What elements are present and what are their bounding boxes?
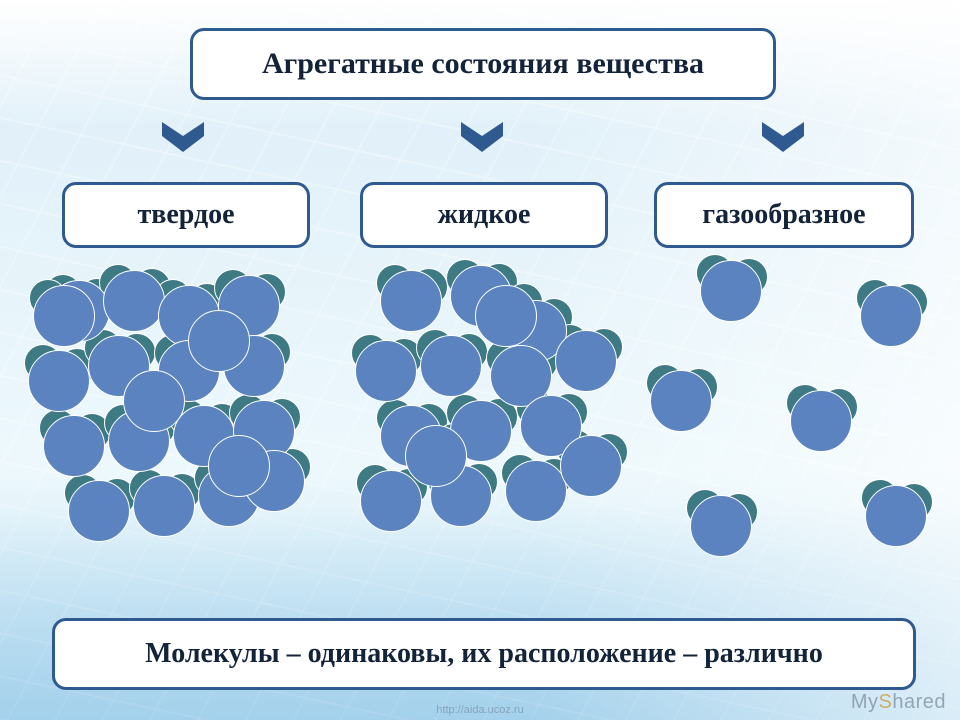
slide-root: Агрегатные состояния вещества твердое жи… (0, 0, 960, 720)
atom-large (355, 340, 417, 402)
caption-box: Молекулы – одинаковы, их расположение – … (52, 618, 916, 690)
state-box-gas: газообразное (654, 182, 914, 248)
atom-large (188, 310, 250, 372)
chevron-down-icon (160, 120, 206, 154)
atom-large (123, 370, 185, 432)
state-label-liquid: жидкое (438, 199, 531, 231)
atom-large (405, 425, 467, 487)
molecules-liquid (350, 275, 650, 595)
atom-large (690, 495, 752, 557)
molecules-solid (38, 270, 338, 590)
atom-large (700, 260, 762, 322)
atom-large (33, 285, 95, 347)
chevron-down-icon (760, 120, 806, 154)
state-box-solid: твердое (62, 182, 310, 248)
atom-large (420, 335, 482, 397)
atom-large (650, 370, 712, 432)
atom-large (790, 390, 852, 452)
atom-large (28, 350, 90, 412)
atom-large (555, 330, 617, 392)
state-box-liquid: жидкое (360, 182, 608, 248)
watermark: MyShared (851, 691, 946, 714)
footer-url: http://aida.ucoz.ru (436, 704, 523, 716)
title-text: Агрегатные состояния вещества (262, 47, 704, 81)
atom-large (865, 485, 927, 547)
chevron-down-icon (459, 120, 505, 154)
title-box: Агрегатные состояния вещества (190, 28, 776, 100)
caption-text: Молекулы – одинаковы, их расположение – … (145, 638, 823, 670)
atom-large (208, 435, 270, 497)
atom-large (380, 270, 442, 332)
molecules-gas (650, 265, 950, 585)
atom-large (360, 470, 422, 532)
atom-large (43, 415, 105, 477)
atom-large (133, 475, 195, 537)
atom-large (103, 270, 165, 332)
atom-large (505, 460, 567, 522)
atom-large (68, 480, 130, 542)
atom-large (560, 435, 622, 497)
atom-large (475, 285, 537, 347)
atom-large (860, 285, 922, 347)
state-label-solid: твердое (137, 199, 234, 231)
state-label-gas: газообразное (702, 199, 865, 231)
